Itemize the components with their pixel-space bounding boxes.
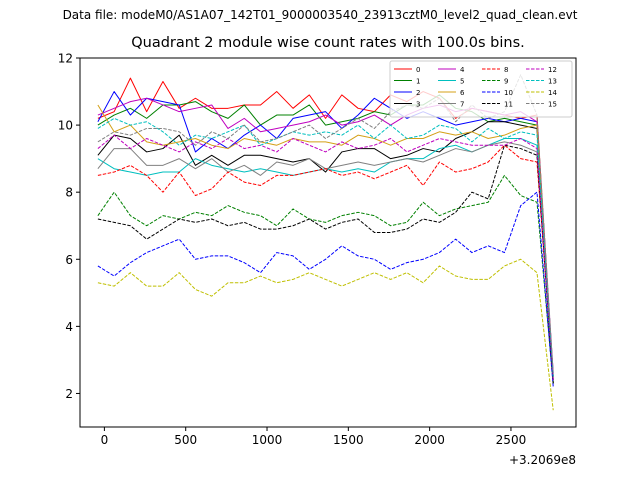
series-line-3 xyxy=(97,121,554,381)
legend-label-8: 8 xyxy=(504,66,508,74)
legend-label-2: 2 xyxy=(416,89,420,97)
series-line-6 xyxy=(97,104,554,377)
series-line-9 xyxy=(97,174,554,384)
legend-label-12: 12 xyxy=(548,66,557,74)
series-line-4 xyxy=(97,97,554,374)
series-line-13 xyxy=(97,117,554,377)
legend-label-15: 15 xyxy=(548,101,557,109)
y-tick-label: 4 xyxy=(65,320,73,334)
legend-label-10: 10 xyxy=(504,89,513,97)
legend-label-1: 1 xyxy=(416,78,420,86)
y-tick-label: 12 xyxy=(58,52,73,66)
series-line-12 xyxy=(97,134,554,381)
x-tick-label: 1500 xyxy=(333,433,364,447)
x-axis-offset-label: +3.2069e8 xyxy=(508,453,576,467)
legend-label-11: 11 xyxy=(504,101,513,109)
series-line-2 xyxy=(97,91,554,377)
x-tick-label: 0 xyxy=(101,433,109,447)
legend-label-4: 4 xyxy=(460,66,465,74)
y-tick-label: 6 xyxy=(65,253,73,267)
y-tick-label: 8 xyxy=(65,186,73,200)
series-line-7 xyxy=(97,141,554,384)
legend-label-13: 13 xyxy=(548,78,557,86)
chart-title: Quadrant 2 module wise count rates with … xyxy=(131,35,525,51)
legend-label-7: 7 xyxy=(460,101,464,109)
figure-suptitle: Data file: modeM0/AS1A07_142T01_90000035… xyxy=(62,8,578,22)
x-tick-label: 1000 xyxy=(252,433,283,447)
y-tick-label: 2 xyxy=(65,387,73,401)
y-tick-label: 10 xyxy=(58,119,73,133)
legend-label-0: 0 xyxy=(416,66,420,74)
x-tick-label: 500 xyxy=(174,433,197,447)
legend-label-5: 5 xyxy=(460,78,464,86)
series-line-10 xyxy=(97,191,554,387)
series-line-14 xyxy=(97,258,554,411)
x-tick-label: 2000 xyxy=(414,433,445,447)
legend-label-6: 6 xyxy=(460,89,465,97)
plot-frame xyxy=(79,57,577,428)
x-tick-label: 2500 xyxy=(496,433,527,447)
legend-label-9: 9 xyxy=(504,78,508,86)
series-line-11 xyxy=(97,144,554,384)
series-line-8 xyxy=(97,144,554,377)
legend-label-14: 14 xyxy=(548,89,557,97)
legend-label-3: 3 xyxy=(416,101,420,109)
